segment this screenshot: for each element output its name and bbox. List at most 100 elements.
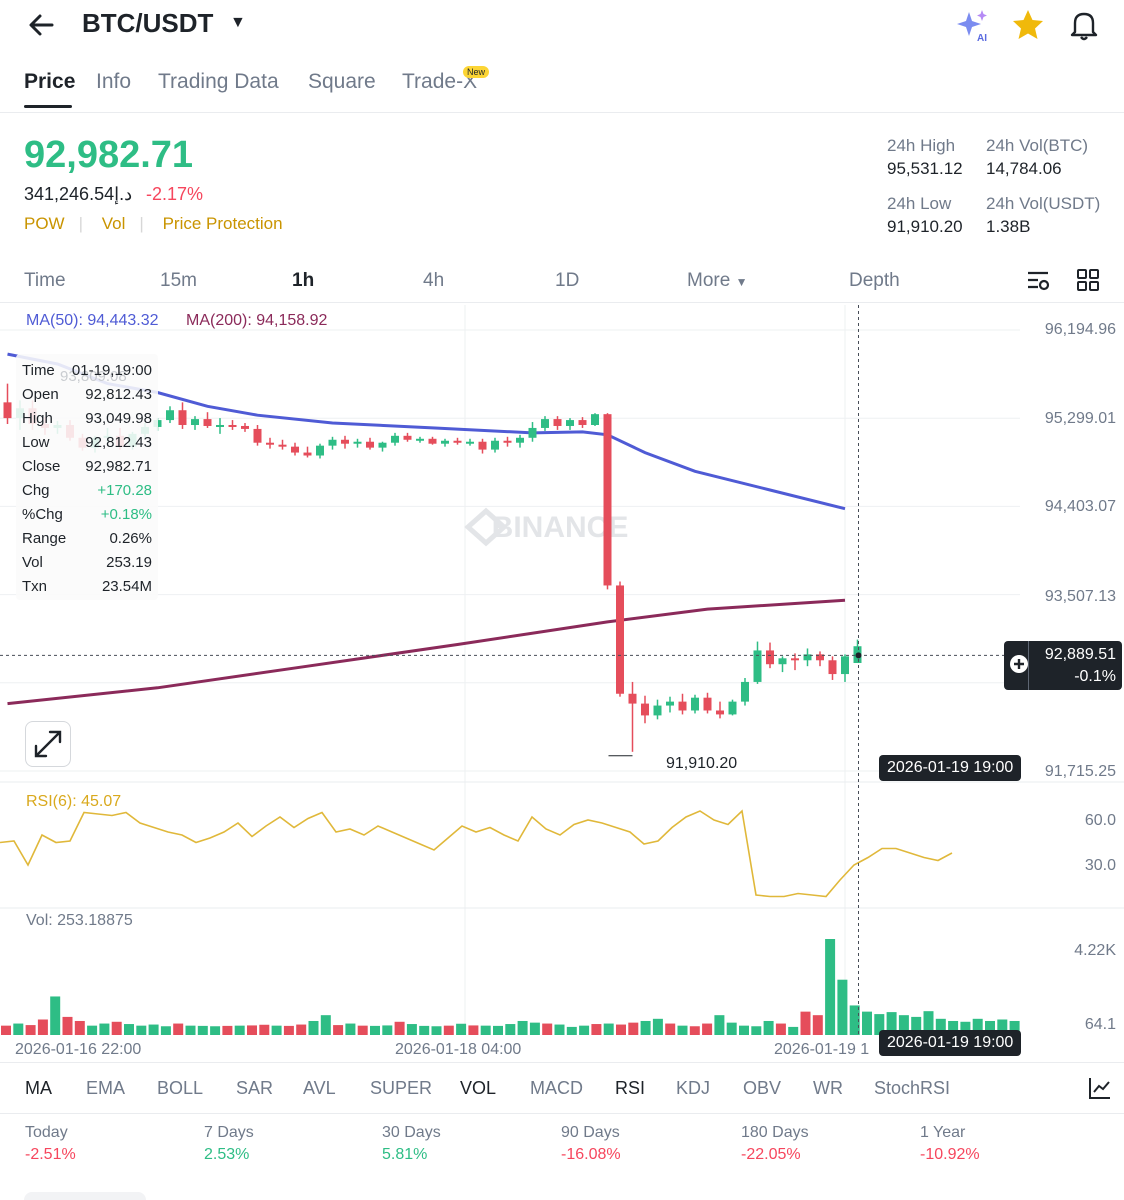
top-bar: BTC/USDT ▼ AI [0, 0, 1124, 56]
candle [516, 434, 524, 448]
candle [716, 701, 724, 719]
candle [741, 677, 749, 706]
indicator-obv[interactable]: OBV [743, 1078, 782, 1098]
candle-body [3, 402, 12, 419]
tooltip-key: Time [22, 362, 55, 379]
candlestick-chart[interactable]: BINANCE [0, 305, 1124, 1060]
timeframe-15m[interactable]: 15m [160, 270, 197, 291]
tooltip-key: Range [22, 530, 67, 547]
candle-info-tooltip: 93,809.08 Time 01-19,19:00 Open 92,812.43 … [16, 354, 158, 600]
volume-bar [997, 1019, 1008, 1035]
ai-sparkle-icon[interactable]: AI [955, 8, 991, 44]
notification-bell-icon[interactable] [1066, 8, 1102, 42]
volume-bar [591, 1024, 602, 1035]
trading-pair-title[interactable]: BTC/USDT [82, 8, 214, 38]
volume-bar [652, 1018, 663, 1035]
tooltip-row: Time 01-19,19:00 [22, 362, 152, 379]
cursor-price-tag: 92,889.51 -0.1% [1004, 641, 1122, 690]
pair-dropdown-icon[interactable]: ▼ [230, 14, 246, 31]
indicator-stochrsi[interactable]: StochRSI [874, 1078, 951, 1098]
indicator-sar[interactable]: SAR [236, 1078, 274, 1098]
layout-grid-icon[interactable] [1076, 268, 1100, 292]
volume-bar [972, 1018, 983, 1035]
volume-bar [345, 1023, 356, 1035]
candle-body [841, 656, 849, 675]
volume-bar [566, 1026, 577, 1035]
volume-bar [837, 979, 848, 1035]
perf-value: 2.53% [204, 1146, 250, 1163]
timeframe-more[interactable]: More ▼ [687, 270, 747, 292]
pow-link[interactable]: POW [24, 214, 65, 233]
volume-bar [370, 1025, 380, 1035]
candle-body [753, 650, 762, 682]
candle-body [441, 440, 449, 444]
tab-trading-data[interactable]: Trading Data [158, 70, 279, 93]
add-order-icon[interactable] [1008, 653, 1030, 675]
tooltip-key: %Chg [22, 506, 63, 523]
indicator-wr[interactable]: WR [813, 1078, 843, 1098]
candle [778, 656, 787, 673]
favorite-star-icon[interactable] [1010, 8, 1046, 42]
chart-settings-icon[interactable] [1026, 268, 1052, 294]
tooltip-row: Range 0.26% [22, 530, 152, 547]
indicator-rsi[interactable]: RSI [615, 1078, 646, 1098]
vol-link[interactable]: Vol [101, 214, 126, 233]
volume-bar [529, 1022, 540, 1035]
volume-bar [296, 1024, 307, 1035]
perf-label: Today [25, 1124, 68, 1141]
indicator-ma[interactable]: MA [25, 1078, 52, 1098]
candle [828, 656, 837, 680]
volume-bar [99, 1023, 110, 1035]
candle-body [528, 427, 537, 438]
candle-body [778, 658, 787, 665]
timeframe-4h[interactable]: 4h [423, 270, 445, 291]
tooltip-row: Open 92,812.43 [22, 386, 152, 403]
candle-body [291, 446, 299, 453]
indicator-kdj[interactable]: KDJ [676, 1078, 711, 1098]
indicator-super[interactable]: SUPER [370, 1078, 433, 1098]
tab-price[interactable]: Price [24, 70, 76, 93]
price-axis-label: 95,299.01 [1044, 410, 1116, 427]
indicator-macd[interactable]: MACD [530, 1078, 583, 1098]
expand-arrows-icon [34, 730, 62, 758]
divider [1028, 641, 1029, 690]
tooltip-row: Txn 23.54M [22, 578, 152, 595]
price-protection-link[interactable]: Price Protection [162, 214, 283, 233]
timeframe-1h[interactable]: 1h [292, 270, 315, 291]
volume-bar [13, 1023, 24, 1035]
cursor-time-tag: 2026-01-19 19:00 [879, 755, 1022, 781]
indicator-boll[interactable]: BOLL [157, 1078, 204, 1098]
tab-square[interactable]: Square [308, 70, 376, 93]
indicator-settings-icon[interactable] [1088, 1076, 1112, 1100]
indicator-avl[interactable]: AVL [303, 1078, 336, 1098]
candle [503, 436, 512, 447]
candle [791, 653, 799, 671]
volume-bar [210, 1026, 221, 1035]
candle [616, 581, 624, 697]
candle [853, 639, 862, 663]
candle-body [728, 701, 737, 715]
candle [441, 438, 449, 447]
back-arrow-icon[interactable] [24, 8, 60, 44]
volume-bar [87, 1025, 98, 1035]
tooltip-row: Chg +170.28 [22, 482, 152, 499]
candle-body [716, 710, 724, 715]
tooltip-key: Open [22, 386, 59, 403]
tooltip-value: 253.19 [106, 554, 152, 571]
indicator-vol[interactable]: VOL [460, 1078, 497, 1098]
fullscreen-expand-button[interactable] [25, 721, 71, 767]
timeframe-time[interactable]: Time [24, 270, 66, 291]
timeframe-depth[interactable]: Depth [849, 270, 900, 291]
vol-usdt-value: 1.38B [986, 217, 1031, 236]
timeframe-1d[interactable]: 1D [555, 270, 580, 291]
volume-bar [517, 1020, 528, 1035]
tooltip-row: %Chg +0.18% [22, 506, 152, 523]
volume-bar [320, 1015, 331, 1035]
volume-bar [874, 1014, 885, 1035]
volume-bar [247, 1025, 257, 1035]
tab-info[interactable]: Info [96, 70, 132, 93]
candle [353, 438, 362, 448]
indicator-ema[interactable]: EMA [86, 1078, 126, 1098]
candle [428, 436, 437, 445]
tab-trade-x[interactable]: Trade-X [402, 70, 478, 93]
